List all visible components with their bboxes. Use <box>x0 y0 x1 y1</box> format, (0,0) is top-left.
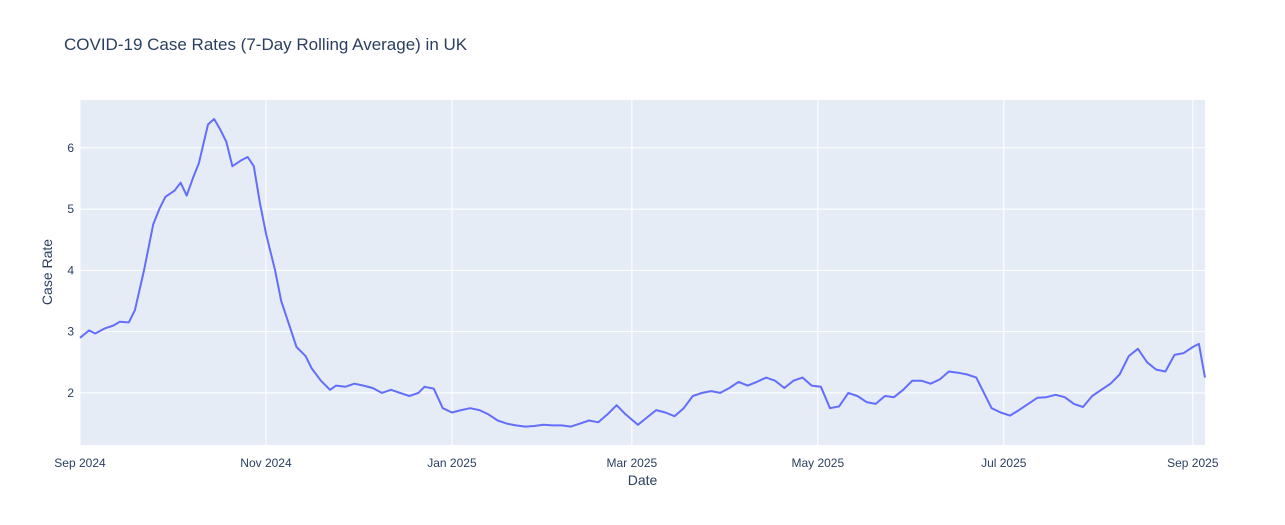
plot-area <box>80 100 1205 445</box>
y-tick-label: 6 <box>67 141 74 155</box>
y-axis-ticks: 2 3 4 5 6 <box>67 141 74 400</box>
x-axis-ticks: Sep 2024 Nov 2024 Jan 2025 Mar 2025 May 2025… <box>54 456 1219 470</box>
y-tick-label: 3 <box>67 325 74 339</box>
chart-title: COVID-19 Case Rates (7-Day Rolling Avera… <box>64 35 468 54</box>
y-tick-label: 2 <box>67 386 74 400</box>
y-tick-label: 4 <box>67 263 74 277</box>
x-tick-label: Mar 2025 <box>606 456 657 470</box>
x-tick-label: Nov 2024 <box>240 456 292 470</box>
series-layer <box>79 118 1206 428</box>
grid-lines <box>79 100 1205 445</box>
x-tick-label: May 2025 <box>791 456 844 470</box>
x-tick-label: Sep 2024 <box>54 456 106 470</box>
x-tick-label: Jan 2025 <box>427 456 477 470</box>
y-axis-title: Case Rate <box>39 239 55 305</box>
x-tick-label: Sep 2025 <box>1167 456 1219 470</box>
y-tick-label: 5 <box>67 202 74 216</box>
x-tick-label: Jul 2025 <box>981 456 1027 470</box>
x-axis-title: Date <box>628 472 658 488</box>
series-line <box>79 118 1206 428</box>
